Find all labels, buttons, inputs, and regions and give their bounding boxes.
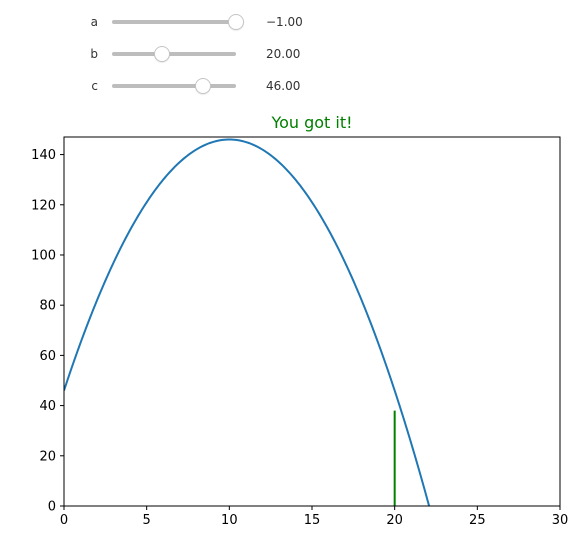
slider-a-thumb[interactable]	[228, 14, 244, 30]
axes-frame	[63, 136, 561, 507]
slider-c-label: c	[91, 79, 98, 93]
slider-c-thumb[interactable]	[194, 78, 211, 94]
y-tick-label: 60	[39, 349, 56, 364]
slider-a-row: a −1.00	[0, 10, 577, 34]
slider-panel: a −1.00 b 20.00 c 46.00	[0, 0, 577, 110]
slider-b-label: b	[90, 47, 98, 61]
y-tick-label: 20	[39, 449, 56, 464]
x-tick-label: 25	[469, 513, 486, 528]
slider-b-value: 20.00	[266, 47, 301, 61]
slider-c-track[interactable]	[112, 78, 236, 94]
slider-b-track[interactable]	[112, 46, 236, 62]
y-tick-label: 40	[39, 399, 56, 414]
y-tick-label: 140	[31, 148, 56, 163]
x-tick-label: 10	[221, 513, 238, 528]
x-tick-label: 0	[60, 513, 68, 528]
slider-c-value: 46.00	[266, 79, 301, 93]
slider-a-value: −1.00	[266, 15, 303, 29]
x-tick-label: 20	[386, 513, 403, 528]
y-tick-label: 80	[39, 299, 56, 314]
slider-c-row: c 46.00	[0, 74, 577, 98]
x-tick-label: 5	[143, 513, 151, 528]
axis-ticks: 0 5 10 15 20 25 30 0 20 40 60 80 100 120 140	[31, 148, 568, 528]
slider-b-row: b 20.00	[0, 42, 577, 66]
x-tick-label: 15	[304, 513, 321, 528]
slider-a-track[interactable]	[112, 14, 244, 30]
quadratic-curve-line	[64, 138, 431, 506]
slider-a-label: a	[90, 15, 98, 29]
x-tick-label: 30	[552, 513, 569, 528]
y-tick-label: 0	[48, 500, 56, 515]
plot-contents	[64, 138, 431, 506]
y-tick-label: 100	[31, 248, 56, 263]
y-tick-label: 120	[31, 198, 56, 213]
plot-title: You got it!	[270, 113, 352, 132]
slider-b-thumb[interactable]	[153, 46, 170, 62]
plot-area: You got it! 0 5 10 15 20 25 30 0 20 40 60 80 100 120 1…	[31, 113, 568, 528]
